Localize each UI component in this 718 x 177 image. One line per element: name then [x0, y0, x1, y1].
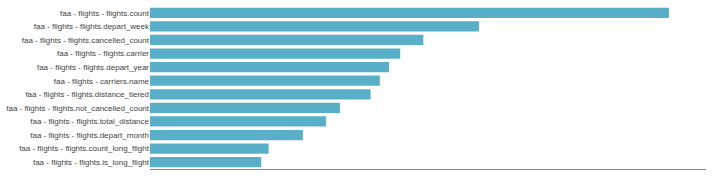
svg-text:faa - flights - flights.count: faa - flights - flights.count: [60, 9, 150, 18]
svg-text:faa - flights - carriers.name: faa - flights - carriers.name: [54, 77, 150, 86]
svg-text:faa - flights - flights.not_ca: faa - flights - flights.not_cancelled_co…: [6, 104, 150, 113]
svg-text:faa - flights - flights.is_lon: faa - flights - flights.is_long_flight: [33, 158, 150, 167]
svg-text:faa - flights - flights.depart: faa - flights - flights.depart_week: [34, 22, 150, 31]
svg-text:faa - flights - flights.depart: faa - flights - flights.depart_year: [37, 63, 149, 72]
svg-text:faa - flights - flights.depart: faa - flights - flights.depart_month: [30, 131, 149, 140]
svg-text:faa - flights - flights.count_: faa - flights - flights.count_long_fligh…: [19, 144, 150, 153]
svg-text:faa - flights - flights.cancel: faa - flights - flights.cancelled_count: [22, 36, 150, 45]
svg-text:faa - flights - flights.carrie: faa - flights - flights.carrier: [57, 49, 149, 58]
svg-text:faa - flights - flights.total_: faa - flights - flights.total_distance: [30, 117, 149, 126]
svg-text:faa - flights - flights.distan: faa - flights - flights.distance_tiered: [25, 90, 149, 99]
